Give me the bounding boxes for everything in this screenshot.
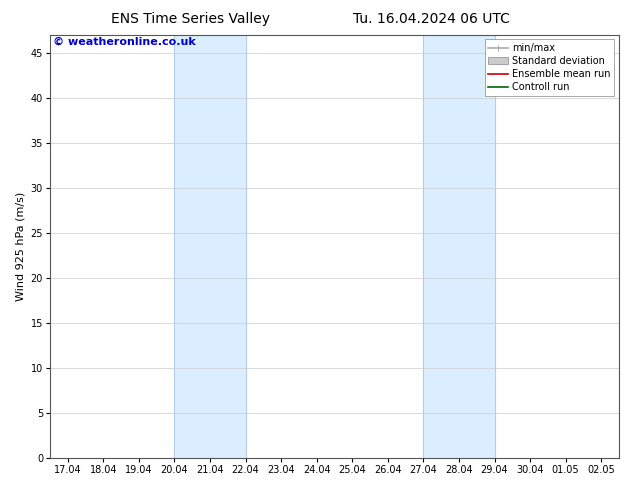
Text: Tu. 16.04.2024 06 UTC: Tu. 16.04.2024 06 UTC xyxy=(353,12,510,26)
Text: © weatheronline.co.uk: © weatheronline.co.uk xyxy=(53,37,196,47)
Bar xyxy=(174,35,245,458)
Bar xyxy=(424,35,495,458)
Legend: min/max, Standard deviation, Ensemble mean run, Controll run: min/max, Standard deviation, Ensemble me… xyxy=(484,40,614,96)
Text: ENS Time Series Valley: ENS Time Series Valley xyxy=(111,12,269,26)
Y-axis label: Wind 925 hPa (m/s): Wind 925 hPa (m/s) xyxy=(15,192,25,301)
